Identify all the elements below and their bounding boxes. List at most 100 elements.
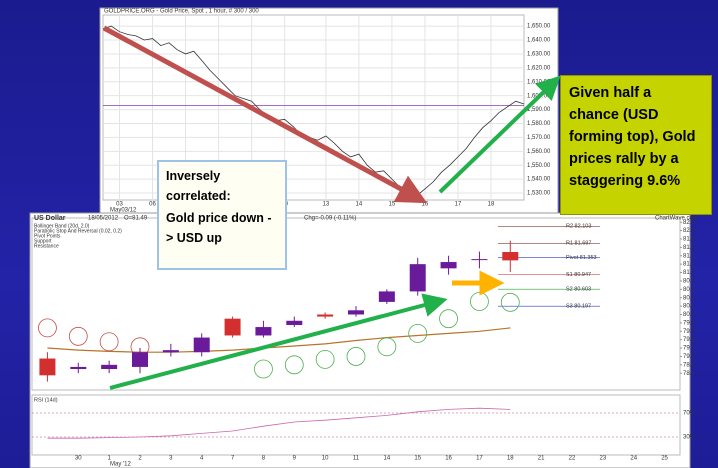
pivot-label: Pivot 81.353 — [566, 255, 597, 261]
x-tick-label: 06 — [149, 202, 156, 208]
y-tick-label: 82.2 — [683, 220, 695, 226]
sar-dot — [284, 355, 304, 375]
y-tick-label: 81.6 — [683, 245, 695, 251]
sar-dot — [315, 349, 335, 369]
candle-body — [502, 251, 519, 261]
x-tick-label: 2 — [138, 456, 142, 462]
x-tick-label: 03 — [116, 202, 123, 208]
candle-body — [70, 366, 87, 370]
y-tick-label: 1,610.00 — [527, 79, 551, 85]
x-tick-label: 18 — [507, 456, 514, 462]
y-tick-label: 1,540.00 — [527, 177, 551, 183]
rsi-line — [47, 407, 511, 439]
legend-entry: Pivot Points — [34, 233, 61, 239]
usd-title: US Dollar — [34, 215, 66, 222]
candle-body — [39, 358, 56, 376]
rsi-plot — [31, 394, 681, 456]
y-tick-label: 81.4 — [683, 253, 695, 259]
sar-dot — [254, 359, 273, 379]
x-tick-label: 11 — [353, 456, 360, 462]
candle-body — [255, 327, 272, 336]
x-tick-label: 30 — [75, 456, 82, 462]
y-tick-label: 79.4 — [683, 337, 695, 343]
candle-body — [101, 364, 118, 370]
y-tick-label: 1,640.00 — [527, 38, 551, 44]
x-tick-label: 23 — [600, 456, 607, 462]
candle-body — [224, 318, 241, 336]
y-tick-label: 80.8 — [683, 279, 695, 285]
x-tick-label: 9 — [293, 456, 297, 462]
x-tick-label: 10 — [322, 456, 329, 462]
y-tick-label: 80.4 — [683, 295, 695, 301]
pivot-label: S2 80.603 — [566, 287, 591, 293]
gold-title: GOLDPRICE.ORG - Gold Price, Spot , 1 hou… — [104, 9, 259, 15]
rsi-tick-label: 30% — [683, 435, 696, 441]
sar-dot — [377, 337, 397, 357]
correlation-callout: Inversely correlated: Gold price down ->… — [157, 160, 287, 270]
sar-dot — [439, 309, 458, 329]
up-arrow — [109, 293, 448, 390]
usd-chart: US Dollar ChartWave.com RSI (14d) May '1… — [29, 212, 698, 468]
candle-body — [409, 264, 426, 292]
y-tick-label: 1,590.00 — [527, 107, 551, 113]
y-tick-label: 1,650.00 — [527, 24, 551, 30]
x-tick-label: 7 — [231, 456, 235, 462]
y-tick-label: 1,550.00 — [527, 163, 551, 169]
y-tick-label: 1,530.00 — [527, 191, 551, 197]
legend-entry: Bollinger Band (20d, 2.0) — [34, 223, 90, 229]
legend-entry: Parabolic Stop And Reversal (0.02, 0.2) — [34, 228, 122, 234]
candle-body — [193, 337, 210, 353]
x-tick-label: 8 — [262, 456, 266, 462]
x-tick-label: 13 — [323, 202, 330, 208]
y-tick-label: 81.2 — [683, 262, 695, 268]
x-tick-label: 14 — [384, 456, 391, 462]
y-tick-label: 79.8 — [683, 320, 695, 326]
sar-dot — [408, 323, 428, 343]
x-tick-label: 14 — [356, 202, 363, 208]
sar-dot — [38, 318, 57, 338]
header-text: 18/05/2012 — [88, 216, 119, 222]
rsi-title: RSI (14d) — [34, 397, 58, 403]
y-tick-label: 1,630.00 — [527, 52, 551, 58]
y-tick-label: 78.8 — [683, 362, 695, 368]
x-tick-label: 16 — [445, 456, 452, 462]
y-tick-label: 79.0 — [683, 354, 695, 360]
x-tick-label: 24 — [630, 456, 637, 462]
y-tick-label: 80.0 — [683, 312, 695, 318]
candle-body — [162, 350, 179, 353]
x-tick-label: 17 — [455, 202, 462, 208]
candle-body — [317, 314, 334, 317]
x-tick-label: 15 — [389, 202, 396, 208]
y-tick-label: 79.6 — [683, 329, 695, 335]
y-tick-label: 80.6 — [683, 287, 695, 293]
x-tick-label: 15 — [414, 456, 421, 462]
candle-body — [440, 262, 457, 269]
x-tick-label: 4 — [200, 456, 204, 462]
candle-body — [286, 320, 303, 325]
sar-dot — [500, 292, 520, 312]
pivot-label: R1 81.697 — [566, 241, 591, 247]
legend-entry: Resistance — [34, 243, 59, 249]
sar-dot — [346, 347, 366, 366]
candle-body — [132, 352, 148, 367]
x-tick-label: 17 — [476, 456, 483, 462]
candle-body — [378, 291, 395, 302]
pivot-label: S3 80.197 — [566, 304, 591, 310]
callout-line: Inversely correlated: — [166, 169, 231, 203]
x-tick-label: 18 — [488, 202, 495, 208]
y-tick-label: 79.2 — [683, 346, 695, 352]
y-tick-label: 1,620.00 — [527, 65, 551, 71]
header-text: Chg=-0.09 (-0.11%) — [304, 216, 356, 222]
source: ChartWave.com — [655, 216, 698, 222]
y-tick-label: 81.8 — [683, 237, 695, 243]
y-tick-label: 1,580.00 — [527, 121, 551, 127]
x-tick-label: 21 — [538, 456, 545, 462]
candle-body — [471, 259, 488, 261]
middle-band — [47, 327, 511, 353]
sar-dot — [68, 326, 88, 346]
x-tick-label: 3 — [169, 456, 173, 462]
usd-x-note: May '12 — [110, 462, 131, 468]
gold-x-note: May03/12 — [110, 208, 137, 214]
y-tick-label: 1,570.00 — [527, 135, 551, 141]
